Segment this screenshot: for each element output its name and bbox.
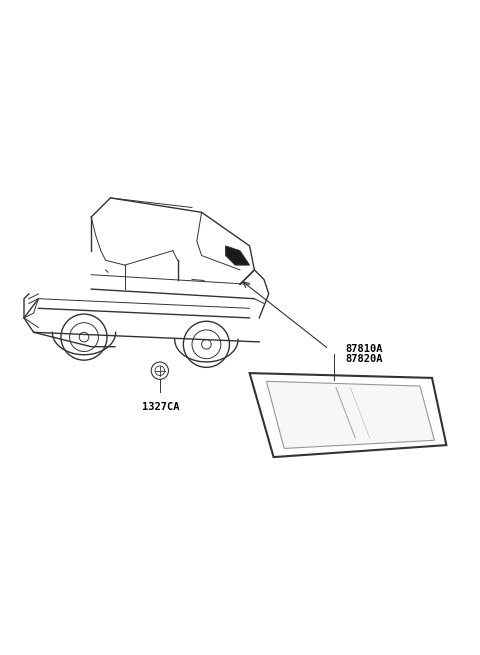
Polygon shape <box>266 381 434 449</box>
Polygon shape <box>250 373 446 457</box>
Text: 1327CA: 1327CA <box>142 402 180 412</box>
Text: 87820A: 87820A <box>346 354 383 364</box>
Text: 87810A: 87810A <box>346 344 383 354</box>
Polygon shape <box>226 246 250 265</box>
